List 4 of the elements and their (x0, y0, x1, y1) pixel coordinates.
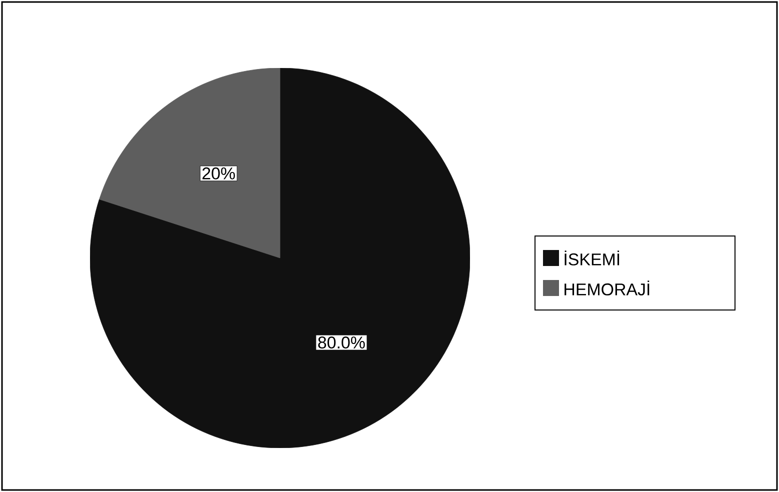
legend-label: HEMORAJİ (564, 280, 650, 296)
legend-label: İSKEMİ (564, 250, 620, 266)
data-label: 80.0% (318, 336, 365, 349)
data-label: 20% (202, 167, 235, 180)
